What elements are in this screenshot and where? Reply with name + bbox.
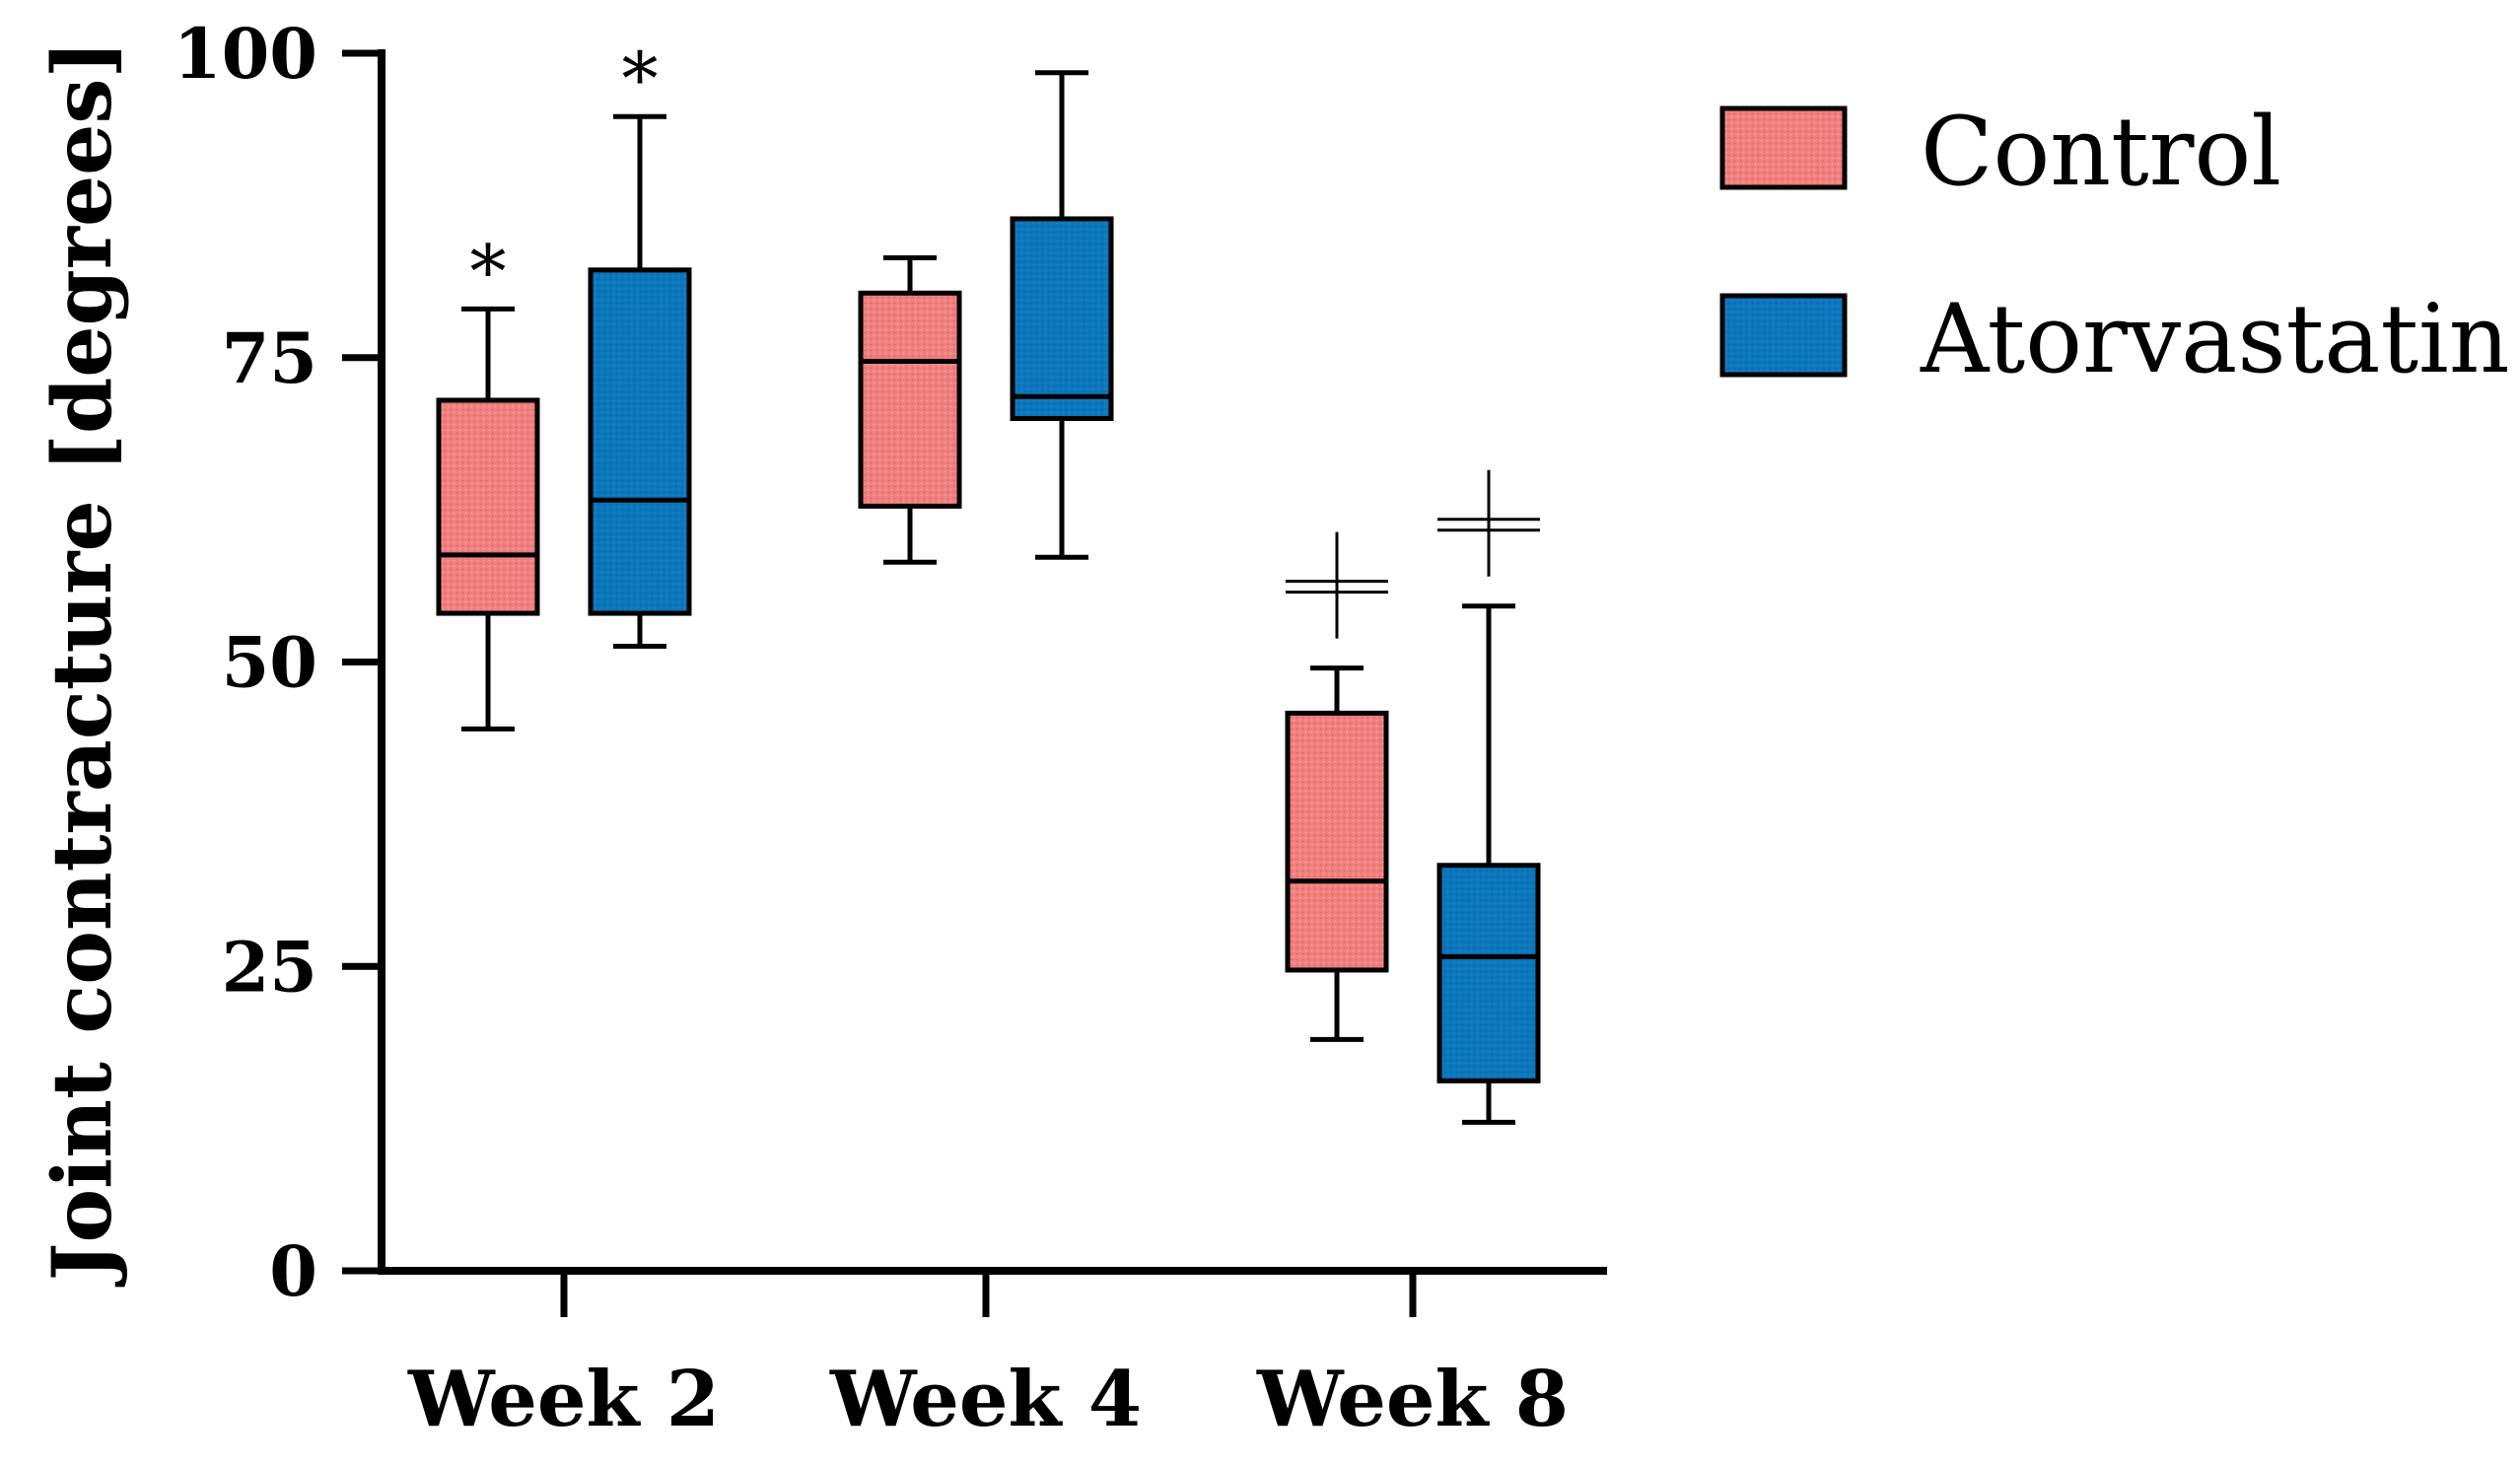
iqr-box [588,267,692,616]
iqr-box [1436,863,1541,1083]
legend-swatch-atorvastatin [1719,293,1848,378]
legend: Control Atorvastatin [1719,97,2510,394]
iqr-box [1010,216,1114,421]
box-atorvastatin-week-2: * [588,37,692,649]
y-tick-label-100: 100 [174,13,317,95]
iqr-box [858,290,962,509]
box-atorvastatin-week-4 [1010,70,1114,560]
box-atorvastatin-week-8 [1436,469,1541,1125]
y-ticks: 0 25 50 75 100 [174,13,382,1312]
y-tick-label-50: 50 [222,622,317,704]
significance-asterisk: * [470,230,507,314]
significance-double-dagger [1437,469,1540,577]
y-axis-label: Joint contracture [degrees] [35,40,130,1288]
significance-double-dagger [1286,531,1388,639]
iqr-box [436,397,540,616]
y-tick-label-0: 0 [269,1230,317,1312]
x-ticks: Week 2 Week 4 Week 8 [407,1271,1569,1444]
x-tick-label-week-2: Week 2 [407,1355,720,1444]
significance-asterisk: * [622,37,659,122]
x-tick-label-week-4: Week 4 [829,1355,1142,1444]
legend-label-control: Control [1921,97,2281,207]
box-control-week-8 [1285,531,1389,1042]
box-control-week-2: * [436,230,540,732]
axes: 0 25 50 75 100 Week 2 Week 4 Week 8 [174,13,1607,1444]
x-tick-label-week-8: Week 8 [1256,1355,1569,1444]
y-tick-label-25: 25 [222,926,317,1008]
box-control-week-4 [858,254,962,565]
legend-label-atorvastatin: Atorvastatin [1920,284,2510,394]
legend-swatch-control [1719,105,1848,190]
boxes: ** [436,37,1541,1125]
y-tick-label-75: 75 [222,317,317,399]
iqr-box [1285,710,1389,973]
